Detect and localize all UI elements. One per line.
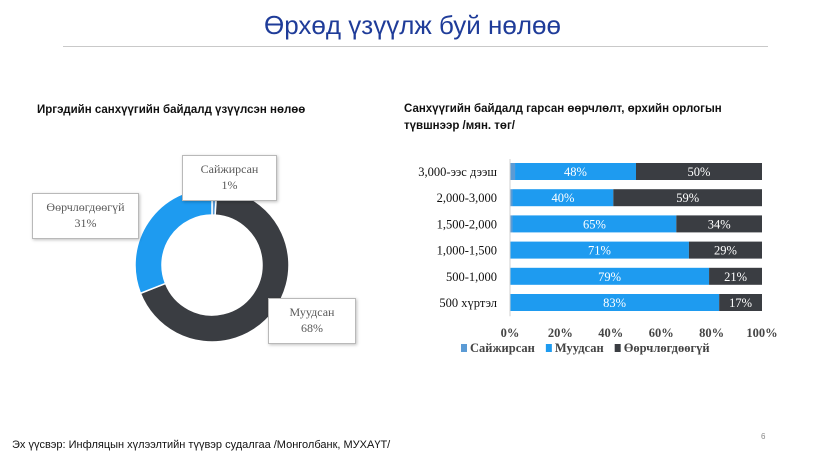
bar-data-label: 83% xyxy=(603,296,626,310)
donut-callout-worsened: Муудсан 68% xyxy=(268,298,356,344)
bar-data-label: 50% xyxy=(688,165,711,179)
donut-slice-1 xyxy=(139,187,290,343)
source-note: Эх үүсвэр: Инфляцын хүлээлтийн түүвэр су… xyxy=(12,439,391,451)
bar-segment-1 xyxy=(510,294,720,311)
slide-title: Өрхөд үзүүлж буй нөлөө xyxy=(264,10,561,40)
bar-x-tick-label: 40% xyxy=(598,326,623,340)
legend-swatch-0 xyxy=(461,344,467,352)
callout-worsened-value: 68% xyxy=(301,321,323,335)
bar-data-label: 21% xyxy=(724,270,747,284)
bar-x-tick-label: 0% xyxy=(501,326,520,340)
bar-segment-1 xyxy=(512,215,677,233)
bar-category-label: 2,000-3,000 xyxy=(437,191,497,205)
bar-segment-2 xyxy=(613,189,762,207)
bar-data-label: 59% xyxy=(676,191,699,205)
bar-category-label: 3,000-ээс дээш xyxy=(418,165,497,179)
bar-x-tick-label: 100% xyxy=(746,326,777,340)
bar-category-label: 1,000-1,500 xyxy=(437,244,497,258)
bar-segment-0 xyxy=(510,215,513,233)
bar-data-label: 71% xyxy=(588,244,611,258)
bar-segment-0 xyxy=(510,163,516,180)
bar-x-tick-label: 80% xyxy=(699,326,724,340)
donut-chart-title: Иргэдийн санхүүгийн байдалд үзүүлсэн нөл… xyxy=(37,104,306,116)
bar-segment-2 xyxy=(709,267,762,285)
bar-data-label: 17% xyxy=(729,296,752,310)
bar-data-label: 48% xyxy=(564,165,587,179)
bar-segment-1 xyxy=(512,189,614,207)
bar-x-tick-label: 60% xyxy=(649,326,674,340)
legend-label-0: Сайжирсан xyxy=(470,341,535,355)
page-number: 6 xyxy=(761,432,766,441)
bar-segment-1 xyxy=(510,241,689,259)
legend-label-1: Муудсан xyxy=(555,341,604,355)
bar-chart-title: Санхүүгийн байдалд гарсан өөрчлөлт, өрхи… xyxy=(404,103,722,132)
callout-unchanged-label: Өөрчлөгдөөгүй xyxy=(46,200,125,214)
bar-category-label: 500 хүртэл xyxy=(439,296,497,310)
bar-data-label: 29% xyxy=(714,244,737,258)
title-divider xyxy=(63,46,768,47)
bar-data-label: 65% xyxy=(583,217,606,231)
bar-segment-2 xyxy=(719,294,762,311)
bar-data-label: 34% xyxy=(708,217,731,231)
bar-segment-2 xyxy=(636,163,762,180)
bar-segment-2 xyxy=(676,215,762,233)
legend-swatch-2 xyxy=(614,344,621,352)
legend-label-2: Өөрчлөгдөөгүй xyxy=(624,341,710,355)
callout-worsened-label: Муудсан xyxy=(289,305,335,319)
bar-data-label: 40% xyxy=(551,191,574,205)
callout-improved-label: Сайжирсан xyxy=(200,162,259,176)
legend-swatch-1 xyxy=(545,344,552,352)
bar-data-label: 79% xyxy=(598,270,621,284)
bar-category-label: 500-1,000 xyxy=(446,270,497,284)
bar-segment-2 xyxy=(688,241,762,259)
donut-callout-improved: Сайжирсан 1% xyxy=(182,155,277,201)
bar-x-tick-label: 20% xyxy=(548,326,573,340)
bar-segment-1 xyxy=(515,163,636,180)
bar-category-label: 1,500-2,000 xyxy=(437,217,497,231)
callout-improved-value: 1% xyxy=(221,178,238,192)
donut-callout-unchanged: Өөрчлөгдөөгүй 31% xyxy=(32,193,139,239)
bar-segment-0 xyxy=(510,189,513,207)
callout-unchanged-value: 31% xyxy=(74,216,97,230)
bar-segment-1 xyxy=(510,267,710,285)
